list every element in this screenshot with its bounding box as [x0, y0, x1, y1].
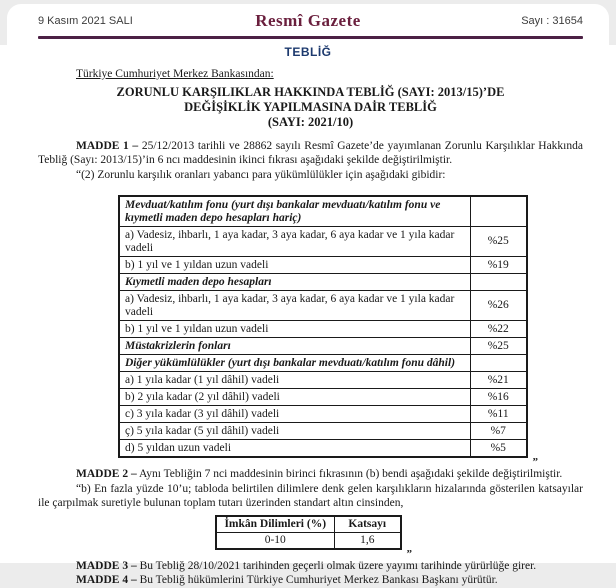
article-4-text: Bu Tebliğ hükümlerini Türkiye Cumhuriyet…: [139, 574, 498, 586]
liability-label-cell: a) Vadesiz, ihbarlı, 1 aya kadar, 3 aya …: [118, 226, 471, 257]
coefficient-table-close-quote: ”: [406, 547, 413, 560]
document-body: Türkiye Cumhuriyet Merkez Bankasından: Z…: [38, 67, 583, 588]
ratio-value-cell: %21: [469, 371, 528, 389]
ratio-value-cell: [469, 273, 528, 291]
masthead-title: Resmî Gazete: [255, 11, 361, 30]
liability-label-cell: a) Vadesiz, ihbarlı, 1 aya kadar, 3 aya …: [118, 290, 471, 321]
table-row: a) 1 yıla kadar (1 yıl dâhil) vadeli %21: [118, 371, 528, 389]
table-header-row: İmkân Dilimleri (%) Katsayı: [215, 515, 402, 533]
coefficient-table-body: İmkân Dilimleri (%) Katsayı 0-10 1,6: [215, 515, 402, 549]
table-row: b) 1 yıl ve 1 yıldan uzun vadeli %22: [118, 320, 528, 338]
column-header-cell: Katsayı: [333, 515, 402, 533]
ratio-value-cell: %26: [469, 290, 528, 321]
liability-label-cell: b) 1 yıl ve 1 yıldan uzun vadeli: [118, 256, 471, 274]
liability-label-cell: Mevduat/katılım fonu (yurt dışı bankalar…: [118, 195, 471, 227]
ratio-value-cell: %25: [469, 337, 528, 355]
issue-date: 9 Kasım 2021 SALI: [38, 15, 133, 27]
liability-label-cell: b) 2 yıla kadar (2 yıl dâhil) vadeli: [118, 388, 471, 406]
bracket-value-cell: 0-10: [215, 531, 335, 549]
article-1-label: MADDE 1 –: [76, 139, 139, 152]
liability-label-cell: d) 5 yıldan uzun vadeli: [118, 439, 471, 458]
table-row: c) 3 yıla kadar (3 yıl dâhil) vadeli %11: [118, 405, 528, 423]
gazette-page: 9 Kasım 2021 SALI Resmî Gazete Sayı : 31…: [7, 4, 609, 586]
liability-label-cell: c) 3 yıla kadar (3 yıl dâhil) vadeli: [118, 405, 471, 423]
article-1-text: 25/12/2013 tarihli ve 28862 sayılı Resmî…: [38, 139, 583, 167]
ratio-value-cell: [469, 195, 528, 227]
liability-label-cell: b) 1 yıl ve 1 yıldan uzun vadeli: [118, 320, 471, 338]
document-title-line2: DEĞİŞİKLİK YAPILMASINA DAİR TEBLİĞ: [184, 99, 437, 114]
table-row: Diğer yükümlülükler (yurt dışı bankalar …: [118, 354, 528, 372]
ratio-value-cell: %22: [469, 320, 528, 338]
masthead-divider: [38, 36, 583, 39]
reserve-ratios-table: Mevduat/katılım fonu (yurt dışı bankalar…: [118, 195, 528, 458]
table-row: Mevduat/katılım fonu (yurt dışı bankalar…: [118, 195, 528, 227]
table-row: Müstakrizlerin fonları %25: [118, 337, 528, 355]
rates-table-close-quote: ”: [532, 456, 539, 468]
ratio-value-cell: %16: [469, 388, 528, 406]
ratio-value-cell: [469, 354, 528, 372]
liability-label-cell: Diğer yükümlülükler (yurt dışı bankalar …: [118, 354, 471, 372]
table-row: Kıymetli maden depo hesapları: [118, 273, 528, 291]
table-row: 0-10 1,6: [215, 531, 402, 549]
document-title: ZORUNLU KARŞILIKLAR HAKKINDA TEBLİĞ (SAY…: [38, 85, 583, 130]
article-2-text: Aynı Tebliğin 7 nci maddesinin birinci f…: [138, 468, 563, 480]
liability-label-cell: ç) 5 yıla kadar (5 yıl dâhil) vadeli: [118, 422, 471, 440]
liability-label-cell: Müstakrizlerin fonları: [118, 337, 471, 355]
article-2: MADDE 2 – Aynı Tebliğin 7 nci maddesinin…: [38, 467, 583, 482]
table-row: d) 5 yıldan uzun vadeli %5: [118, 439, 528, 458]
issuing-authority: Türkiye Cumhuriyet Merkez Bankasından:: [76, 68, 274, 80]
article-1-quote: “(2) Zorunlu karşılık oranları yabancı p…: [76, 168, 446, 181]
article-2-label: MADDE 2 –: [76, 468, 137, 480]
article-3-text: Bu Tebliğ 28/10/2021 tarihinden geçerli …: [139, 559, 537, 572]
liability-label-cell: a) 1 yıla kadar (1 yıl dâhil) vadeli: [118, 371, 471, 389]
masthead-row: 9 Kasım 2021 SALI Resmî Gazete Sayı : 31…: [7, 11, 609, 33]
coefficient-value-cell: 1,6: [333, 531, 402, 549]
article-4: MADDE 4 – Bu Tebliğ hükümlerini Türkiye …: [38, 573, 583, 588]
article-1: MADDE 1 – 25/12/2013 tarihli ve 28862 sa…: [38, 139, 583, 168]
liability-label-cell: Kıymetli maden depo hesapları: [118, 273, 471, 291]
ratio-value-cell: %11: [469, 405, 528, 423]
ratio-value-cell: %5: [469, 439, 528, 458]
table-row: a) Vadesiz, ihbarlı, 1 aya kadar, 3 aya …: [118, 290, 528, 321]
document-title-line1: ZORUNLU KARŞILIKLAR HAKKINDA TEBLİĞ (SAY…: [116, 84, 505, 99]
table-row: b) 1 yıl ve 1 yıldan uzun vadeli %19: [118, 256, 528, 274]
article-3: MADDE 3 – Bu Tebliğ 28/10/2021 tarihinde…: [38, 559, 583, 574]
issue-number: Sayı : 31654: [521, 15, 583, 27]
column-header-cell: İmkân Dilimleri (%): [215, 515, 335, 533]
ratio-value-cell: %19: [469, 256, 528, 274]
table-row: b) 2 yıla kadar (2 yıl dâhil) vadeli %16: [118, 388, 528, 406]
article-3-label: MADDE 3 –: [76, 559, 137, 572]
document-title-line3: (SAYI: 2021/10): [267, 114, 354, 129]
coefficient-table: İmkân Dilimleri (%) Katsayı 0-10 1,6: [215, 514, 402, 550]
table-row: ç) 5 yıla kadar (5 yıl dâhil) vadeli %7: [118, 422, 528, 440]
section-label: TEBLİĞ: [284, 45, 332, 59]
ratio-value-cell: %7: [469, 422, 528, 440]
table-row: a) Vadesiz, ihbarlı, 1 aya kadar, 3 aya …: [118, 226, 528, 257]
article-2-quote: “b) En fazla yüzde 10’u; tabloda belirti…: [38, 482, 583, 510]
ratio-value-cell: %25: [469, 226, 528, 257]
article-4-label: MADDE 4 –: [76, 574, 137, 586]
reserve-ratios-table-body: Mevduat/katılım fonu (yurt dışı bankalar…: [118, 195, 528, 458]
